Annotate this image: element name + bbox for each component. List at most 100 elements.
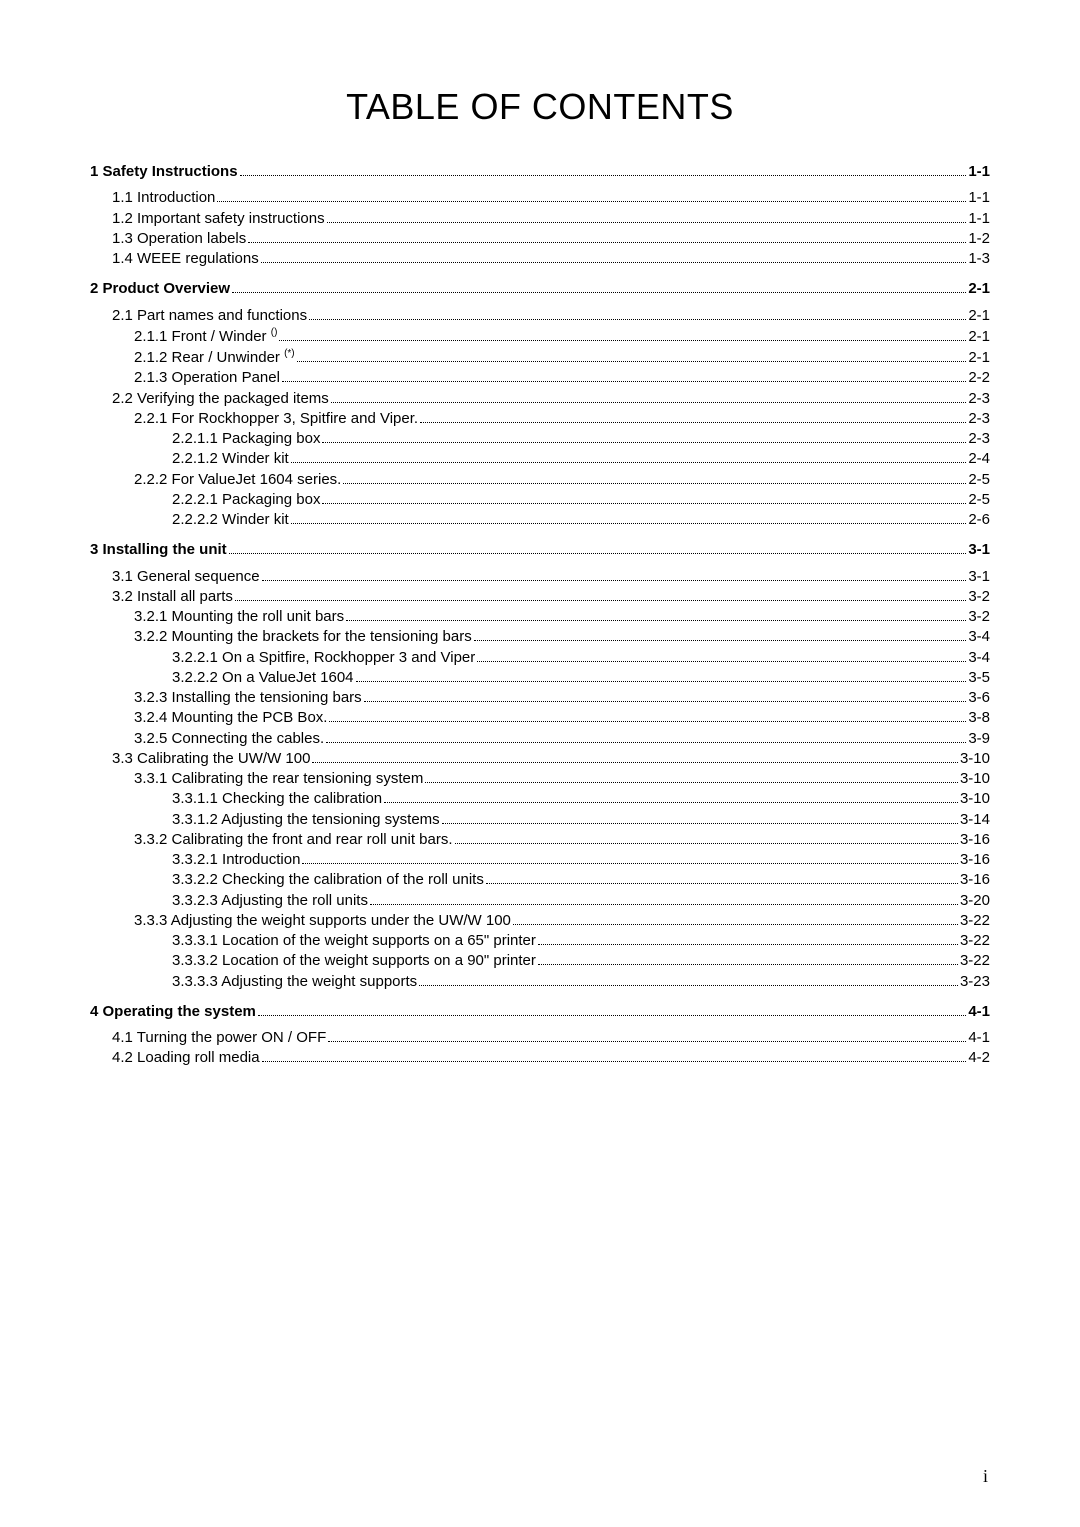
toc-entry-row: 4.2 Loading roll media 4-2: [90, 1048, 990, 1068]
toc-leader-dots: [346, 620, 966, 621]
toc-leader-dots: [327, 222, 967, 223]
toc-leader-dots: [328, 1041, 966, 1042]
toc-leader-dots: [364, 701, 967, 702]
toc-leader-dots: [279, 340, 966, 341]
toc-entry-row: 2.1.1 Front / Winder () 2-1: [90, 326, 990, 347]
toc-section-block: 2 Product Overview 2-12.1 Part names and…: [90, 279, 990, 530]
toc-section-block: 4 Operating the system 4-14.1 Turning th…: [90, 1002, 990, 1069]
toc-leader-dots: [329, 721, 966, 722]
toc-leader-dots: [331, 402, 967, 403]
toc-entry-label: 3.2.4 Mounting the PCB Box.: [134, 708, 327, 728]
toc-entry-page: 2-3: [968, 389, 990, 409]
toc-entry-label: 2.1.2 Rear / Unwinder (*): [134, 347, 295, 368]
toc-entry-row: 3.3.3.1 Location of the weight supports …: [90, 931, 990, 951]
toc-entry-row: 3.2.2.2 On a ValueJet 1604 3-5: [90, 668, 990, 688]
toc-entry-row: 3.2.3 Installing the tensioning bars 3-6: [90, 688, 990, 708]
toc-leader-dots: [474, 640, 967, 641]
toc-entry-row: 1.2 Important safety instructions 1-1: [90, 209, 990, 229]
toc-leader-dots: [312, 762, 958, 763]
toc-entry-label: 3.3.3.1 Location of the weight supports …: [172, 931, 536, 951]
toc-leader-dots: [419, 985, 958, 986]
toc-leader-dots: [322, 442, 966, 443]
toc-entry-page: 3-10: [960, 749, 990, 769]
toc-entry-label: 1 Safety Instructions: [90, 162, 238, 182]
toc-leader-dots: [538, 944, 958, 945]
toc-entry-page: 2-1: [968, 306, 990, 326]
toc-entry-page: 3-22: [960, 911, 990, 931]
toc-entry-page: 2-6: [968, 510, 990, 530]
toc-leader-dots: [384, 802, 958, 803]
toc-entry-row: 3.3.2 Calibrating the front and rear rol…: [90, 830, 990, 850]
toc-entry-page: 3-14: [960, 810, 990, 830]
toc-entry-label: 3.2.2.1 On a Spitfire, Rockhopper 3 and …: [172, 648, 475, 668]
toc-entry-label: 3.3.2.2 Checking the calibration of the …: [172, 870, 484, 890]
toc-leader-dots: [291, 523, 967, 524]
toc-leader-dots: [258, 1015, 966, 1016]
toc-entry-page: 2-3: [968, 409, 990, 429]
toc-leader-dots: [309, 319, 966, 320]
toc-entry-label: 3.3.3.3 Adjusting the weight supports: [172, 972, 417, 992]
toc-entry-row: 4.1 Turning the power ON / OFF 4-1: [90, 1028, 990, 1048]
toc-leader-dots: [326, 742, 966, 743]
toc-entry-page: 3-16: [960, 870, 990, 890]
toc-entry-label: 4.1 Turning the power ON / OFF: [112, 1028, 326, 1048]
toc-leader-dots: [282, 381, 966, 382]
toc-entry-page: 3-6: [968, 688, 990, 708]
toc-entry-page: 2-5: [968, 490, 990, 510]
toc-entry-page: 3-10: [960, 769, 990, 789]
toc-entry-row: 2.2.1.1 Packaging box 2-3: [90, 429, 990, 449]
toc-entry-superscript: (*): [284, 348, 295, 359]
toc-entry-row: 3.3.3.3 Adjusting the weight supports 3-…: [90, 972, 990, 992]
toc-chapter-row: 3 Installing the unit 3-1: [90, 540, 990, 560]
toc-entry-label: 3.3.1 Calibrating the rear tensioning sy…: [134, 769, 423, 789]
toc-entry-row: 2.2.1.2 Winder kit 2-4: [90, 449, 990, 469]
toc-entry-row: 2.1 Part names and functions 2-1: [90, 306, 990, 326]
page-title: TABLE OF CONTENTS: [90, 86, 990, 128]
toc-entry-label: 3.2.2 Mounting the brackets for the tens…: [134, 627, 472, 647]
toc-leader-dots: [486, 883, 958, 884]
toc-leader-dots: [235, 600, 966, 601]
toc-entry-label: 2.2.1.2 Winder kit: [172, 449, 289, 469]
toc-leader-dots: [425, 782, 958, 783]
toc-entry-row: 3.3.2.3 Adjusting the roll units 3-20: [90, 891, 990, 911]
toc-leader-dots: [477, 661, 966, 662]
toc-entry-label: 2.1 Part names and functions: [112, 306, 307, 326]
toc-entry-page: 2-4: [968, 449, 990, 469]
toc-entry-page: 1-1: [968, 209, 990, 229]
toc-leader-dots: [370, 904, 958, 905]
toc-leader-dots: [240, 175, 967, 176]
toc-entry-label: 3.2.5 Connecting the cables.: [134, 729, 324, 749]
toc-entry-page: 3-20: [960, 891, 990, 911]
toc-entry-page: 2-5: [968, 470, 990, 490]
toc-entry-label: 2.2.1 For Rockhopper 3, Spitfire and Vip…: [134, 409, 418, 429]
toc-entry-row: 3.3.2.2 Checking the calibration of the …: [90, 870, 990, 890]
toc-entry-label: 3.2.1 Mounting the roll unit bars: [134, 607, 344, 627]
toc-entry-page: 3-16: [960, 850, 990, 870]
toc-entry-row: 2.2.2.2 Winder kit 2-6: [90, 510, 990, 530]
toc-entry-label: 2.2 Verifying the packaged items: [112, 389, 329, 409]
toc-entry-page: 1-1: [968, 162, 990, 182]
toc-entry-page: 3-5: [968, 668, 990, 688]
toc-entry-label: 2.2.1.1 Packaging box: [172, 429, 320, 449]
toc-leader-dots: [442, 823, 958, 824]
toc-entry-page: 3-1: [968, 567, 990, 587]
toc-entry-page: 3-22: [960, 951, 990, 971]
toc-entry-row: 2.2.2.1 Packaging box 2-5: [90, 490, 990, 510]
toc-leader-dots: [356, 681, 967, 682]
toc-entry-row: 3.2.2.1 On a Spitfire, Rockhopper 3 and …: [90, 648, 990, 668]
toc-entry-label: 3.1 General sequence: [112, 567, 260, 587]
toc-entry-row: 2.1.3 Operation Panel 2-2: [90, 368, 990, 388]
toc-entry-label: 1.1 Introduction: [112, 188, 215, 208]
toc-leader-dots: [343, 483, 966, 484]
toc-entry-row: 1.3 Operation labels 1-2: [90, 229, 990, 249]
toc-entry-row: 3.3.3.2 Location of the weight supports …: [90, 951, 990, 971]
table-of-contents: 1 Safety Instructions 1-1 1.1 Introductio…: [90, 162, 990, 1069]
toc-entry-row: 2.2 Verifying the packaged items 2-3: [90, 389, 990, 409]
toc-entry-label: 3.2.3 Installing the tensioning bars: [134, 688, 362, 708]
toc-entry-page: 3-8: [968, 708, 990, 728]
toc-entry-label: 3.3.2.3 Adjusting the roll units: [172, 891, 368, 911]
toc-entry-label: 4.2 Loading roll media: [112, 1048, 260, 1068]
toc-entry-page: 2-1: [968, 279, 990, 299]
toc-entry-page: 3-4: [968, 627, 990, 647]
toc-entry-row: 3.2.4 Mounting the PCB Box. 3-8: [90, 708, 990, 728]
